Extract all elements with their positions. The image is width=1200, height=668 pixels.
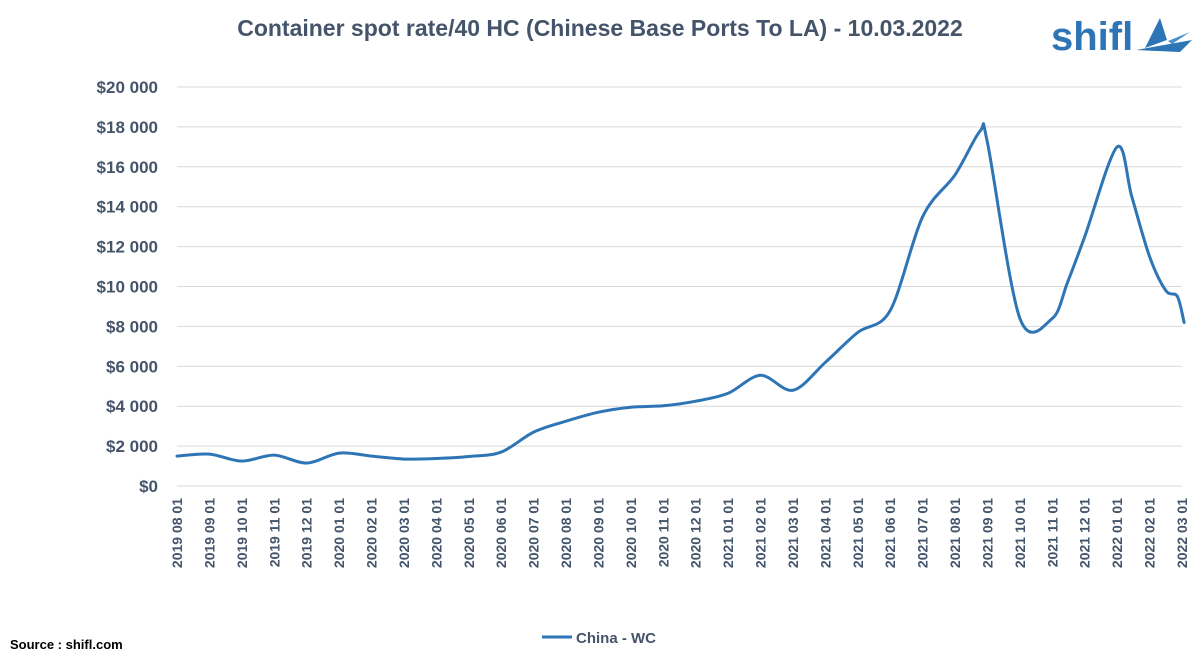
x-tick-label: 2020 07 01 bbox=[526, 498, 542, 568]
x-tick-label: 2020 11 01 bbox=[655, 498, 671, 568]
x-tick-label: 2021 07 01 bbox=[915, 498, 931, 568]
x-tick-label: 2021 06 01 bbox=[882, 498, 898, 568]
y-tick-label: $0 bbox=[139, 477, 158, 496]
y-tick-label: $4 000 bbox=[106, 397, 158, 416]
x-tick-label: 2022 01 01 bbox=[1109, 498, 1125, 568]
x-tick-label: 2020 10 01 bbox=[623, 498, 639, 568]
series-line-china-wc bbox=[175, 122, 1186, 465]
x-tick-label: 2021 11 01 bbox=[1044, 498, 1060, 568]
y-tick-label: $12 000 bbox=[97, 238, 158, 257]
brand-logo: shifl bbox=[1051, 15, 1192, 59]
x-tick-label: 2020 03 01 bbox=[396, 498, 412, 568]
x-tick-label: 2020 08 01 bbox=[558, 498, 574, 568]
x-tick-label: 2020 01 01 bbox=[331, 498, 347, 568]
x-tick-label: 2022 03 01 bbox=[1174, 498, 1190, 568]
y-tick-label: $2 000 bbox=[106, 437, 158, 456]
y-tick-label: $10 000 bbox=[97, 278, 158, 297]
y-tick-label: $14 000 bbox=[97, 198, 158, 217]
chart-title: Container spot rate/40 HC (Chinese Base … bbox=[237, 15, 963, 41]
x-tick-label: 2021 01 01 bbox=[720, 498, 736, 568]
y-tick-label: $8 000 bbox=[106, 317, 158, 336]
x-tick-label: 2021 10 01 bbox=[1012, 498, 1028, 568]
x-tick-label: 2020 12 01 bbox=[688, 498, 704, 568]
x-tick-label: 2021 09 01 bbox=[979, 498, 995, 568]
y-axis-ticks: $0 $2 000 $4 000 $6 000 $8 000 $10 000 $12 000… bbox=[97, 78, 158, 496]
x-tick-label: 2020 02 01 bbox=[364, 498, 380, 568]
x-tick-label: 2019 11 01 bbox=[266, 498, 282, 568]
x-tick-label: 2021 03 01 bbox=[785, 498, 801, 568]
x-tick-label: 2020 04 01 bbox=[428, 498, 444, 568]
legend: China - WC bbox=[542, 630, 656, 647]
x-tick-label: 2019 09 01 bbox=[201, 498, 217, 568]
gridlines bbox=[177, 86, 1182, 487]
x-tick-label: 2021 04 01 bbox=[817, 498, 833, 568]
x-tick-label: 2021 05 01 bbox=[850, 498, 866, 568]
x-tick-label: 2022 02 01 bbox=[1142, 498, 1158, 568]
x-axis-ticks: 2019 08 01 2019 09 01 2019 10 01 2019 11 01… bbox=[169, 498, 1190, 568]
y-tick-label: $16 000 bbox=[97, 158, 158, 177]
source-label: Source : shifl.com bbox=[10, 637, 123, 652]
y-tick-label: $18 000 bbox=[97, 118, 158, 137]
x-tick-label: 2021 08 01 bbox=[947, 498, 963, 568]
legend-label: China - WC bbox=[576, 630, 656, 647]
x-tick-label: 2019 12 01 bbox=[299, 498, 315, 568]
x-tick-label: 2020 05 01 bbox=[461, 498, 477, 568]
series-layer bbox=[175, 122, 1186, 465]
x-tick-label: 2021 12 01 bbox=[1077, 498, 1093, 568]
x-tick-label: 2019 10 01 bbox=[234, 498, 250, 568]
x-tick-label: 2019 08 01 bbox=[169, 498, 185, 568]
x-tick-label: 2020 09 01 bbox=[590, 498, 606, 568]
y-tick-label: $6 000 bbox=[106, 357, 158, 376]
x-tick-label: 2020 06 01 bbox=[493, 498, 509, 568]
brand-name: shifl bbox=[1051, 15, 1133, 59]
y-tick-label: $20 000 bbox=[97, 78, 158, 97]
x-tick-label: 2021 02 01 bbox=[753, 498, 769, 568]
boat-sail-icon bbox=[1136, 18, 1192, 52]
